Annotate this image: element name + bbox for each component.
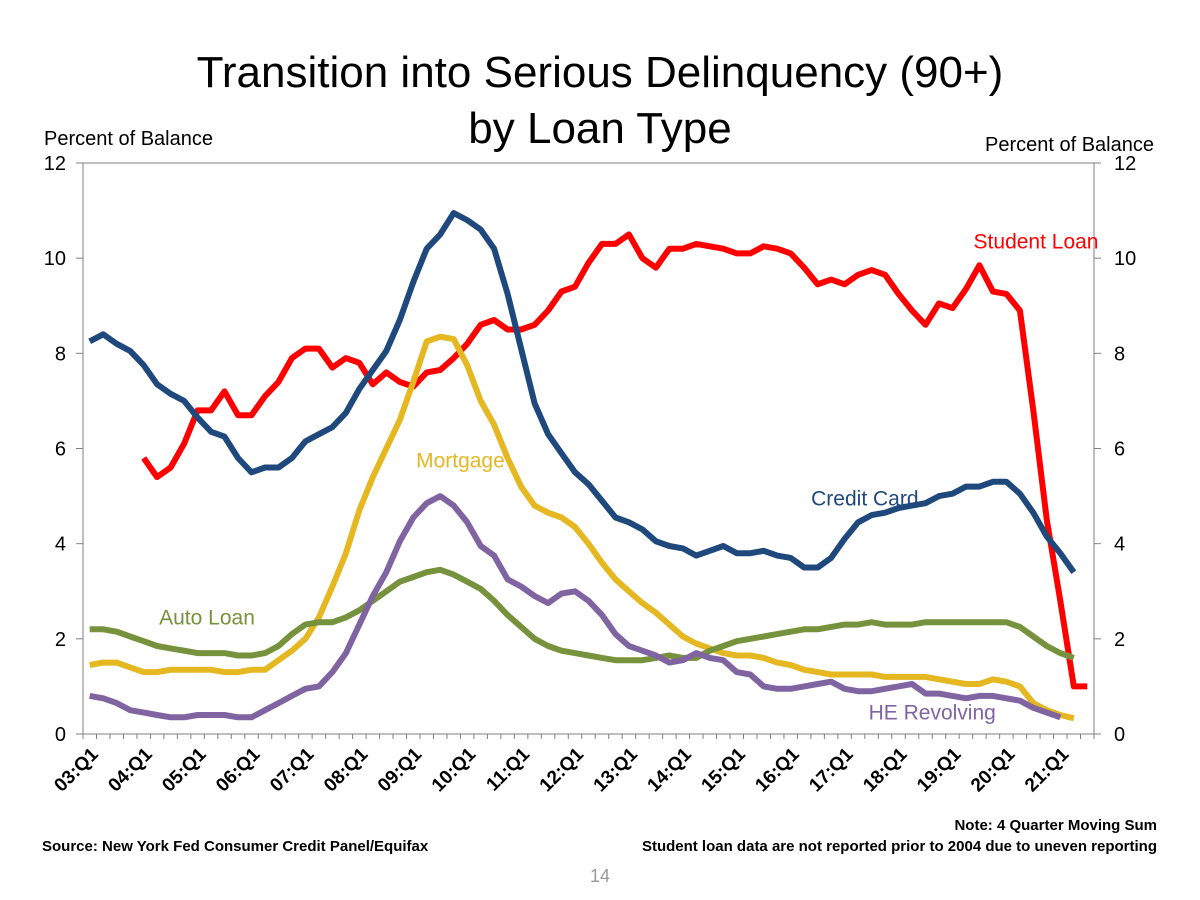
- y-tick-label-right: 12: [1114, 153, 1136, 175]
- source-note: Source: New York Fed Consumer Credit Pan…: [42, 838, 429, 855]
- x-tick-label: 16:Q1: [751, 744, 803, 796]
- y-tick-label-right: 2: [1114, 629, 1125, 651]
- series-label-mortgage: Mortgage: [416, 450, 505, 473]
- student-loan-note: Student loan data are not reported prior…: [641, 838, 1157, 855]
- x-tick-label: 06:Q1: [212, 744, 264, 796]
- y-tick-label-right: 4: [1114, 534, 1125, 556]
- x-tick-label: 12:Q1: [536, 744, 588, 796]
- series-line-auto-loan: [89, 566, 1075, 664]
- series-line-student-loan: [141, 231, 1088, 690]
- series-label-credit-card: Credit Card: [811, 488, 918, 511]
- x-tick-label: 03:Q1: [50, 744, 102, 796]
- y-tick-label-right: 6: [1114, 439, 1125, 461]
- right-axis-label: Percent of Balance: [985, 134, 1154, 156]
- series-label-student-loan: Student Loan: [974, 231, 1099, 254]
- series-line-credit-card: [88, 210, 1077, 574]
- series-label-he-revolving: HE Revolving: [869, 702, 996, 725]
- x-tick-label: 15:Q1: [698, 744, 750, 796]
- x-tick-label: 13:Q1: [590, 744, 642, 796]
- y-tick-label-left: 10: [44, 248, 66, 270]
- y-tick-label-left: 6: [55, 439, 66, 461]
- x-tick-label: 08:Q1: [320, 744, 372, 796]
- x-tick-label: 20:Q1: [967, 744, 1019, 796]
- x-tick-label: 10:Q1: [428, 744, 480, 796]
- y-tick-label-left: 8: [55, 343, 66, 365]
- moving-sum-note: Note: 4 Quarter Moving Sum: [954, 817, 1157, 834]
- x-tick-label: 18:Q1: [859, 744, 911, 796]
- left-axis-label: Percent of Balance: [44, 128, 213, 150]
- x-tick-label: 17:Q1: [805, 744, 857, 796]
- y-tick-label-left: 4: [55, 534, 66, 556]
- x-tick-label: 11:Q1: [483, 744, 535, 796]
- x-tick-label: 04:Q1: [104, 744, 156, 796]
- series-line-mortgage: [89, 333, 1075, 722]
- page-number: 14: [589, 866, 611, 886]
- chart-title-line-2: by Loan Type: [468, 104, 732, 153]
- y-tick-label-left: 12: [44, 153, 66, 175]
- y-tick-label-left: 2: [55, 629, 66, 651]
- series-line-he-revolving: [89, 493, 1062, 721]
- y-tick-label-right: 0: [1114, 724, 1125, 746]
- chart-title-line-1: Transition into Serious Delinquency (90+…: [196, 48, 1004, 97]
- series-label-auto-loan: Auto Loan: [159, 607, 255, 630]
- x-tick-label: 19:Q1: [913, 744, 965, 796]
- x-tick-label: 07:Q1: [266, 744, 318, 796]
- x-tick-label: 21:Q1: [1021, 744, 1073, 796]
- x-tick-label: 09:Q1: [374, 744, 426, 796]
- x-tick-label: 05:Q1: [158, 744, 210, 796]
- y-tick-label-left: 0: [55, 724, 66, 746]
- y-tick-label-right: 8: [1114, 343, 1125, 365]
- x-tick-label: 14:Q1: [644, 744, 696, 796]
- y-tick-label-right: 10: [1114, 248, 1136, 270]
